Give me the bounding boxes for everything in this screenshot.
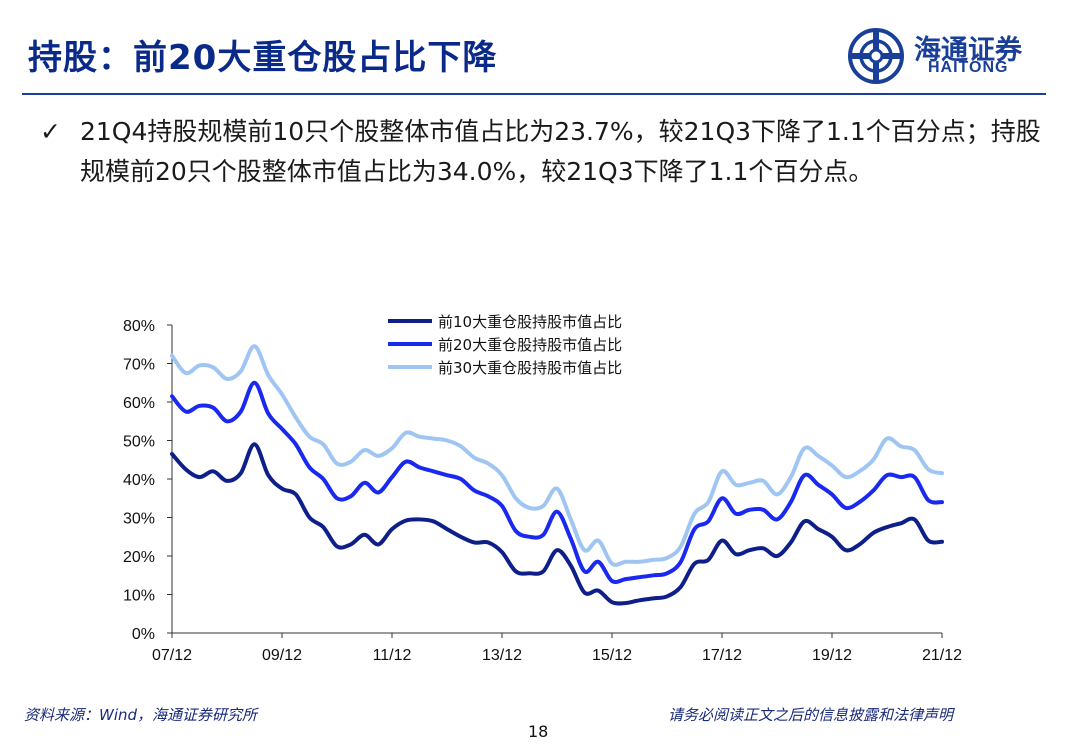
x-tick-label: 15/12 bbox=[592, 647, 632, 664]
logo-english-text: HAITONG bbox=[928, 59, 1009, 76]
footer-disclaimer: 请务必阅读正文之后的信息披露和法律声明 bbox=[668, 706, 954, 724]
x-tick-label: 09/12 bbox=[262, 647, 302, 664]
legend-label-3: 前30大重仓股持股市值占比 bbox=[438, 359, 622, 377]
y-tick-label: 40% bbox=[123, 472, 155, 489]
legend-label-1: 前10大重仓股持股市值占比 bbox=[438, 313, 622, 331]
series-line-1 bbox=[170, 442, 944, 606]
x-tick-label: 19/12 bbox=[812, 647, 852, 664]
x-tick-label: 21/12 bbox=[922, 647, 962, 664]
holdings-share-line-chart: 0% 10% 20% 30% 40% 50% 60% 70% 80% 07/12 09/12 11/1… bbox=[123, 313, 962, 664]
page-title: 持股：前20大重仓股占比下降 bbox=[28, 38, 498, 78]
y-tick-label: 0% bbox=[132, 626, 155, 643]
footer-source: 资料来源：Wind，海通证券研究所 bbox=[24, 706, 258, 724]
y-tick-label: 70% bbox=[123, 357, 155, 374]
header-divider bbox=[22, 93, 1046, 95]
x-tick-label: 11/12 bbox=[373, 647, 412, 664]
x-tick-label: 17/12 bbox=[702, 647, 742, 664]
y-tick-label: 60% bbox=[123, 395, 155, 412]
y-tick-label: 10% bbox=[123, 588, 155, 605]
logo-chinese-text: 海通证券 bbox=[914, 35, 1022, 66]
y-tick-label: 30% bbox=[123, 511, 155, 528]
checkmark-icon: ✓ bbox=[40, 117, 61, 146]
legend-label-2: 前20大重仓股持股市值占比 bbox=[438, 336, 622, 354]
series-line-2 bbox=[170, 380, 944, 585]
x-tick-label: 13/12 bbox=[482, 647, 522, 664]
summary-text: 21Q4持股规模前10只个股整体市值占比为23.7%，较21Q3下降了1.1个百… bbox=[80, 117, 1041, 186]
haitong-emblem-icon bbox=[848, 28, 904, 84]
page-number: 18 bbox=[528, 722, 549, 741]
x-tick-label: 07/12 bbox=[152, 647, 192, 664]
y-tick-label: 80% bbox=[123, 318, 155, 335]
y-tick-label: 20% bbox=[123, 549, 155, 566]
y-tick-label: 50% bbox=[123, 434, 155, 451]
haitong-logo: 海通证券 HAITONG bbox=[846, 26, 1046, 86]
series-line-3 bbox=[170, 344, 944, 567]
